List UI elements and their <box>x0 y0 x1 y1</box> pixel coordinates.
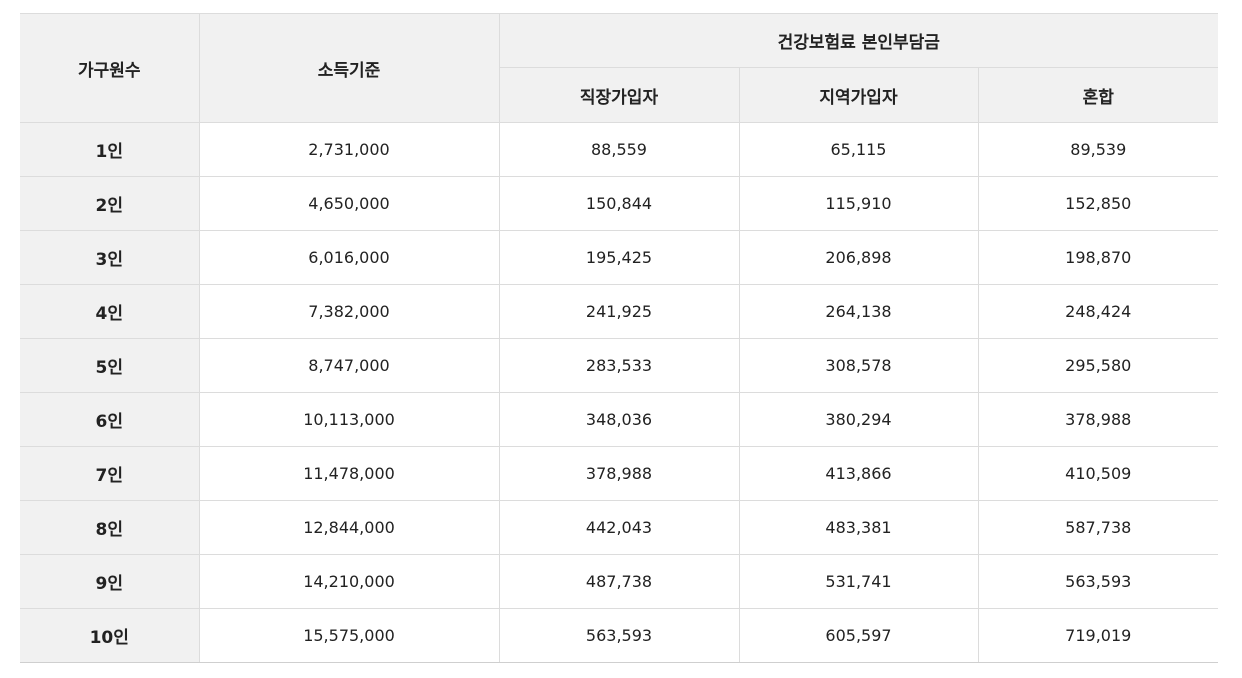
household-cell: 5인 <box>20 338 200 393</box>
table-row: 2인 4,650,000 150,844 115,910 152,850 <box>20 176 1219 231</box>
header-regional: 지역가입자 <box>738 67 979 123</box>
household-cell: 8인 <box>20 500 200 555</box>
mixed-cell: 152,850 <box>977 176 1219 231</box>
income-cell: 11,478,000 <box>198 446 500 501</box>
premium-table: 가구원수 소득기준 건강보험료 본인부담금 직장가입자 지역가입자 혼합 1인 2… <box>20 13 1219 663</box>
workplace-cell: 241,925 <box>498 284 740 339</box>
regional-cell: 380,294 <box>738 392 979 447</box>
income-cell: 12,844,000 <box>198 500 500 555</box>
regional-cell: 308,578 <box>738 338 979 393</box>
header-row-1: 가구원수 소득기준 건강보험료 본인부담금 <box>20 13 1219 123</box>
income-cell: 6,016,000 <box>198 230 500 285</box>
household-cell: 3인 <box>20 230 200 285</box>
table-row: 4인 7,382,000 241,925 264,138 248,424 <box>20 284 1219 339</box>
header-premium-group: 건강보험료 본인부담금 <box>498 13 1219 68</box>
mixed-cell: 295,580 <box>977 338 1219 393</box>
workplace-cell: 487,738 <box>498 554 740 609</box>
income-cell: 14,210,000 <box>198 554 500 609</box>
regional-cell: 115,910 <box>738 176 979 231</box>
regional-cell: 483,381 <box>738 500 979 555</box>
income-cell: 7,382,000 <box>198 284 500 339</box>
household-cell: 1인 <box>20 122 200 177</box>
header-mixed: 혼합 <box>977 67 1219 123</box>
header-income: 소득기준 <box>198 13 500 123</box>
table-row: 8인 12,844,000 442,043 483,381 587,738 <box>20 500 1219 555</box>
mixed-cell: 248,424 <box>977 284 1219 339</box>
mixed-cell: 378,988 <box>977 392 1219 447</box>
regional-cell: 65,115 <box>738 122 979 177</box>
regional-cell: 605,597 <box>738 608 979 663</box>
income-cell: 8,747,000 <box>198 338 500 393</box>
workplace-cell: 195,425 <box>498 230 740 285</box>
income-cell: 15,575,000 <box>198 608 500 663</box>
household-cell: 10인 <box>20 608 200 663</box>
income-cell: 10,113,000 <box>198 392 500 447</box>
household-cell: 7인 <box>20 446 200 501</box>
regional-cell: 264,138 <box>738 284 979 339</box>
header-workplace: 직장가입자 <box>499 67 740 123</box>
mixed-cell: 587,738 <box>977 500 1219 555</box>
mixed-cell: 719,019 <box>977 608 1219 663</box>
mixed-cell: 89,539 <box>977 122 1219 177</box>
regional-cell: 531,741 <box>738 554 979 609</box>
workplace-cell: 283,533 <box>498 338 740 393</box>
household-cell: 9인 <box>20 554 200 609</box>
workplace-cell: 348,036 <box>498 392 740 447</box>
income-cell: 4,650,000 <box>198 176 500 231</box>
table-body: 1인 2,731,000 88,559 65,115 89,539 2인 4,650,000… <box>20 122 1219 663</box>
table-row: 1인 2,731,000 88,559 65,115 89,539 <box>20 122 1219 177</box>
workplace-cell: 442,043 <box>498 500 740 555</box>
workplace-cell: 88,559 <box>498 122 740 177</box>
workplace-cell: 150,844 <box>498 176 740 231</box>
header-household: 가구원수 <box>20 13 200 123</box>
regional-cell: 206,898 <box>738 230 979 285</box>
household-cell: 4인 <box>20 284 200 339</box>
household-cell: 2인 <box>20 176 200 231</box>
mixed-cell: 198,870 <box>977 230 1219 285</box>
table-row: 9인 14,210,000 487,738 531,741 563,593 <box>20 554 1219 609</box>
table-row: 6인 10,113,000 348,036 380,294 378,988 <box>20 392 1219 447</box>
table-row: 7인 11,478,000 378,988 413,866 410,509 <box>20 446 1219 501</box>
mixed-cell: 563,593 <box>977 554 1219 609</box>
table-row: 10인 15,575,000 563,593 605,597 719,019 <box>20 608 1219 663</box>
workplace-cell: 563,593 <box>498 608 740 663</box>
table-row: 3인 6,016,000 195,425 206,898 198,870 <box>20 230 1219 285</box>
workplace-cell: 378,988 <box>498 446 740 501</box>
table-header: 가구원수 소득기준 건강보험료 본인부담금 직장가입자 지역가입자 혼합 <box>20 13 1219 123</box>
income-cell: 2,731,000 <box>198 122 500 177</box>
mixed-cell: 410,509 <box>977 446 1219 501</box>
household-cell: 6인 <box>20 392 200 447</box>
regional-cell: 413,866 <box>738 446 979 501</box>
table-row: 5인 8,747,000 283,533 308,578 295,580 <box>20 338 1219 393</box>
